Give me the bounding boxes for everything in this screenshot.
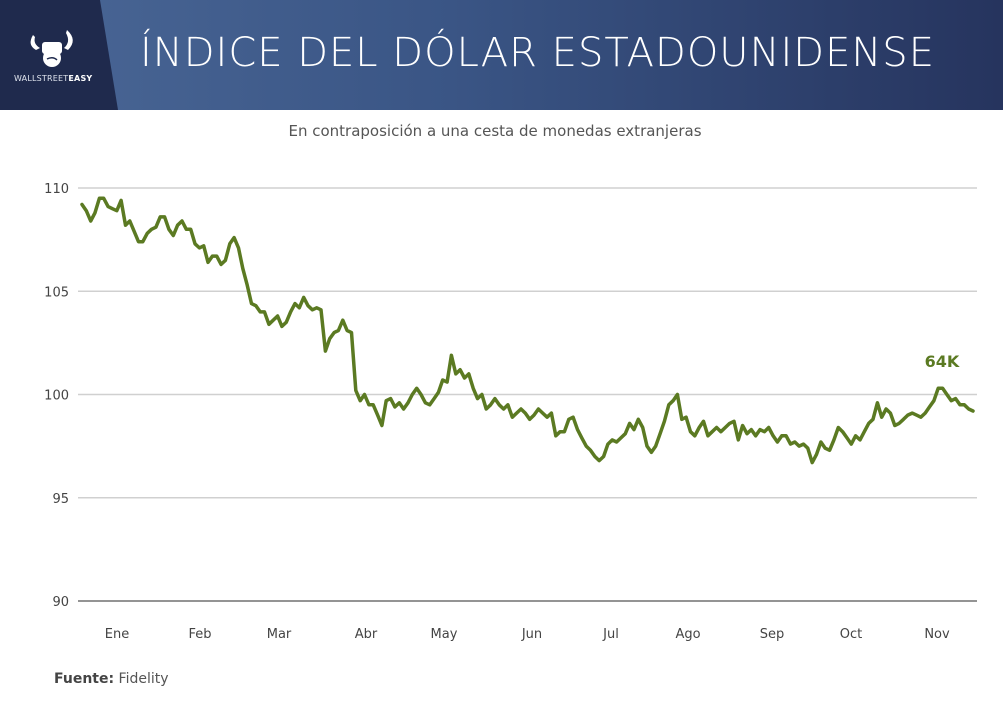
x-tick-label: Jul (602, 627, 619, 642)
y-tick-label: 105 (44, 285, 69, 300)
page-title: ÍNDICE DEL DÓLAR ESTADOUNIDENSE (140, 30, 935, 76)
x-tick-label: Ene (105, 627, 129, 642)
x-tick-label: Feb (188, 627, 211, 642)
chart-subtitle: En contraposición a una cesta de monedas… (288, 122, 702, 140)
source-label: Fuente: (54, 671, 115, 687)
x-tick-label: Abr (355, 627, 378, 642)
series-line (80, 196, 975, 465)
y-tick-label: 90 (52, 595, 69, 610)
x-tick-label: May (431, 627, 458, 642)
x-tick-label: Sep (760, 627, 785, 642)
x-tick-label: Mar (267, 627, 292, 642)
x-tick-label: Oct (840, 627, 862, 642)
header-banner: WALLSTREETEASY ÍNDICE DEL DÓLAR ESTADOUN… (0, 0, 1003, 110)
logo-panel: WALLSTREETEASY (0, 0, 118, 110)
x-tick-label: Nov (924, 627, 950, 642)
x-tick-label: Jun (521, 627, 542, 642)
source-value: Fidelity (118, 671, 169, 687)
y-tick-label: 110 (44, 182, 69, 197)
bull-fist-logo-icon (30, 30, 73, 67)
source-note: Fuente: Fidelity (54, 671, 169, 687)
logo-wordmark: WALLSTREETEASY (14, 74, 93, 83)
y-tick-label: 100 (44, 389, 69, 404)
x-tick-label: Ago (675, 627, 700, 642)
annotation-label: 64K (925, 352, 960, 371)
y-tick-label: 95 (52, 492, 69, 507)
